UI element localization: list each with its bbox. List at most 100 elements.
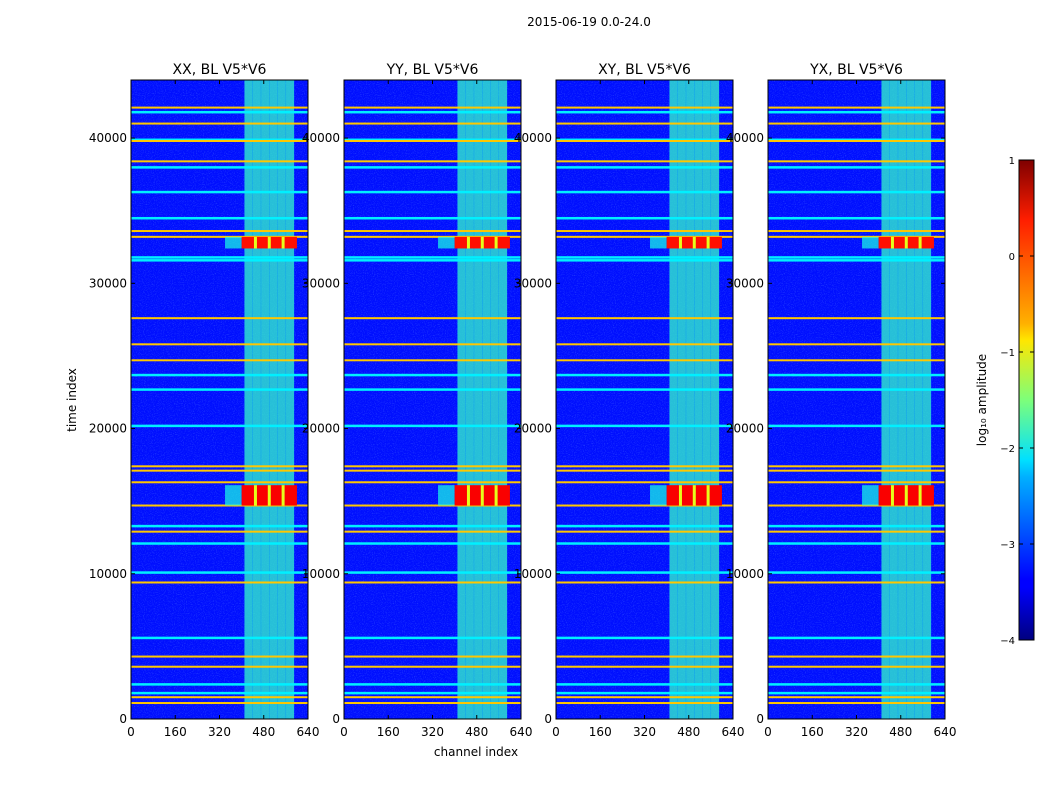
- rfi-channel-stripe: [465, 80, 474, 719]
- bright-row: [131, 388, 308, 391]
- rfi-channel-stripe: [277, 80, 286, 719]
- panel-title: XX, BL V5*V6: [173, 62, 267, 78]
- flagged-row: [344, 122, 521, 125]
- flagged-row: [131, 504, 308, 507]
- burst-gap: [253, 236, 257, 249]
- x-tick-label: 640: [934, 725, 957, 739]
- flagged-row: [344, 359, 521, 362]
- y-tick-label: 30000: [726, 276, 764, 290]
- rfi-channel-stripe: [261, 80, 270, 719]
- burst-gap: [890, 485, 894, 506]
- bright-row: [344, 259, 521, 262]
- rfi-channel-stripe: [702, 80, 711, 719]
- bright-row: [344, 683, 521, 686]
- flagged-row: [344, 469, 521, 472]
- rfi-channel-band: [457, 80, 508, 719]
- flagged-row: [768, 655, 945, 658]
- rfi-channel-stripe: [914, 80, 923, 719]
- flagged-row: [344, 343, 521, 346]
- flagged-row: [768, 469, 945, 472]
- bright-row: [131, 110, 308, 114]
- bright-row: [768, 259, 945, 262]
- burst-gap: [890, 236, 894, 249]
- bright-row: [131, 373, 308, 377]
- flagged-row: [556, 160, 733, 163]
- flagged-row: [344, 696, 521, 699]
- flagged-row: [344, 702, 521, 705]
- burst-gap: [480, 236, 484, 249]
- x-tick-label: 480: [465, 725, 488, 739]
- x-tick-label: 320: [208, 725, 231, 739]
- bright-row: [556, 216, 733, 220]
- bright-row: [768, 190, 945, 194]
- colorbar-label: log₁₀ amplitude: [975, 354, 989, 446]
- bright-row: [131, 524, 308, 528]
- burst-halo: [225, 485, 242, 506]
- y-tick-label: 30000: [514, 276, 552, 290]
- x-tick-label: 0: [127, 725, 135, 739]
- bright-row: [131, 683, 308, 686]
- x-tick-label: 640: [510, 725, 533, 739]
- y-tick-label: 40000: [302, 131, 340, 145]
- rfi-channel-stripe: [269, 80, 278, 719]
- flagged-row: [131, 655, 308, 658]
- burst-halo: [862, 485, 879, 506]
- burst-halo: [438, 485, 455, 506]
- flagged-row: [768, 665, 945, 668]
- rfi-channel-stripe: [474, 80, 483, 719]
- burst-halo: [650, 236, 667, 249]
- panel-title: YX, BL V5*V6: [809, 62, 903, 78]
- x-axis-label: channel index: [434, 745, 518, 759]
- bright-row: [344, 691, 521, 695]
- bright-row: [131, 166, 308, 169]
- colorbar-tick-label: 0: [1009, 252, 1015, 263]
- panel-2: YY, BL V5*V6 0 160 320 480 640 0 10000 20000 3000…: [302, 62, 533, 739]
- panel-title: XY, BL V5*V6: [598, 62, 691, 78]
- flagged-row: [768, 581, 945, 584]
- rfi-channel-stripe: [694, 80, 703, 719]
- bright-row: [131, 424, 308, 428]
- bright-row: [344, 138, 521, 142]
- flagged-row: [556, 530, 733, 533]
- flagged-row: [556, 106, 733, 109]
- flagged-row: [768, 359, 945, 362]
- bright-row: [131, 138, 308, 142]
- bright-row: [768, 388, 945, 391]
- y-tick-label: 20000: [726, 422, 764, 436]
- y-tick-label: 40000: [514, 131, 552, 145]
- rfi-channel-band: [881, 80, 932, 719]
- rfi-channel-stripe: [906, 80, 915, 719]
- flagged-row: [768, 696, 945, 699]
- bright-row: [768, 110, 945, 114]
- y-tick-label: 10000: [302, 567, 340, 581]
- burst-halo: [650, 485, 667, 506]
- flagged-row: [344, 581, 521, 584]
- flagged-row: [556, 317, 733, 320]
- figure-suptitle: 2015-06-19 0.0-24.0: [527, 15, 651, 29]
- colorbar-tick-label: −1: [1000, 348, 1015, 359]
- flagged-row: [131, 469, 308, 472]
- bright-row: [344, 524, 521, 528]
- flagged-row: [131, 317, 308, 320]
- flagged-row: [768, 317, 945, 320]
- bright-row: [556, 138, 733, 142]
- flagged-row: [556, 122, 733, 125]
- colorbar-tick-label: −3: [1000, 540, 1015, 551]
- x-tick-label: 640: [297, 725, 320, 739]
- flagged-row: [131, 235, 308, 238]
- panel-1: XX, BL V5*V6 0 160 320 480 640 0 10000 20000 3000…: [89, 62, 320, 739]
- flagged-row: [768, 702, 945, 705]
- bright-row: [344, 110, 521, 114]
- bright-row: [131, 256, 308, 259]
- flagged-row: [768, 530, 945, 533]
- flagged-row: [344, 317, 521, 320]
- flagged-row: [131, 343, 308, 346]
- flagged-row: [768, 465, 945, 468]
- burst-gap: [918, 236, 922, 249]
- flagged-row: [344, 160, 521, 163]
- y-tick-label: 30000: [89, 276, 127, 290]
- flagged-row: [131, 230, 308, 233]
- flagged-row: [131, 122, 308, 125]
- x-tick-label: 320: [845, 725, 868, 739]
